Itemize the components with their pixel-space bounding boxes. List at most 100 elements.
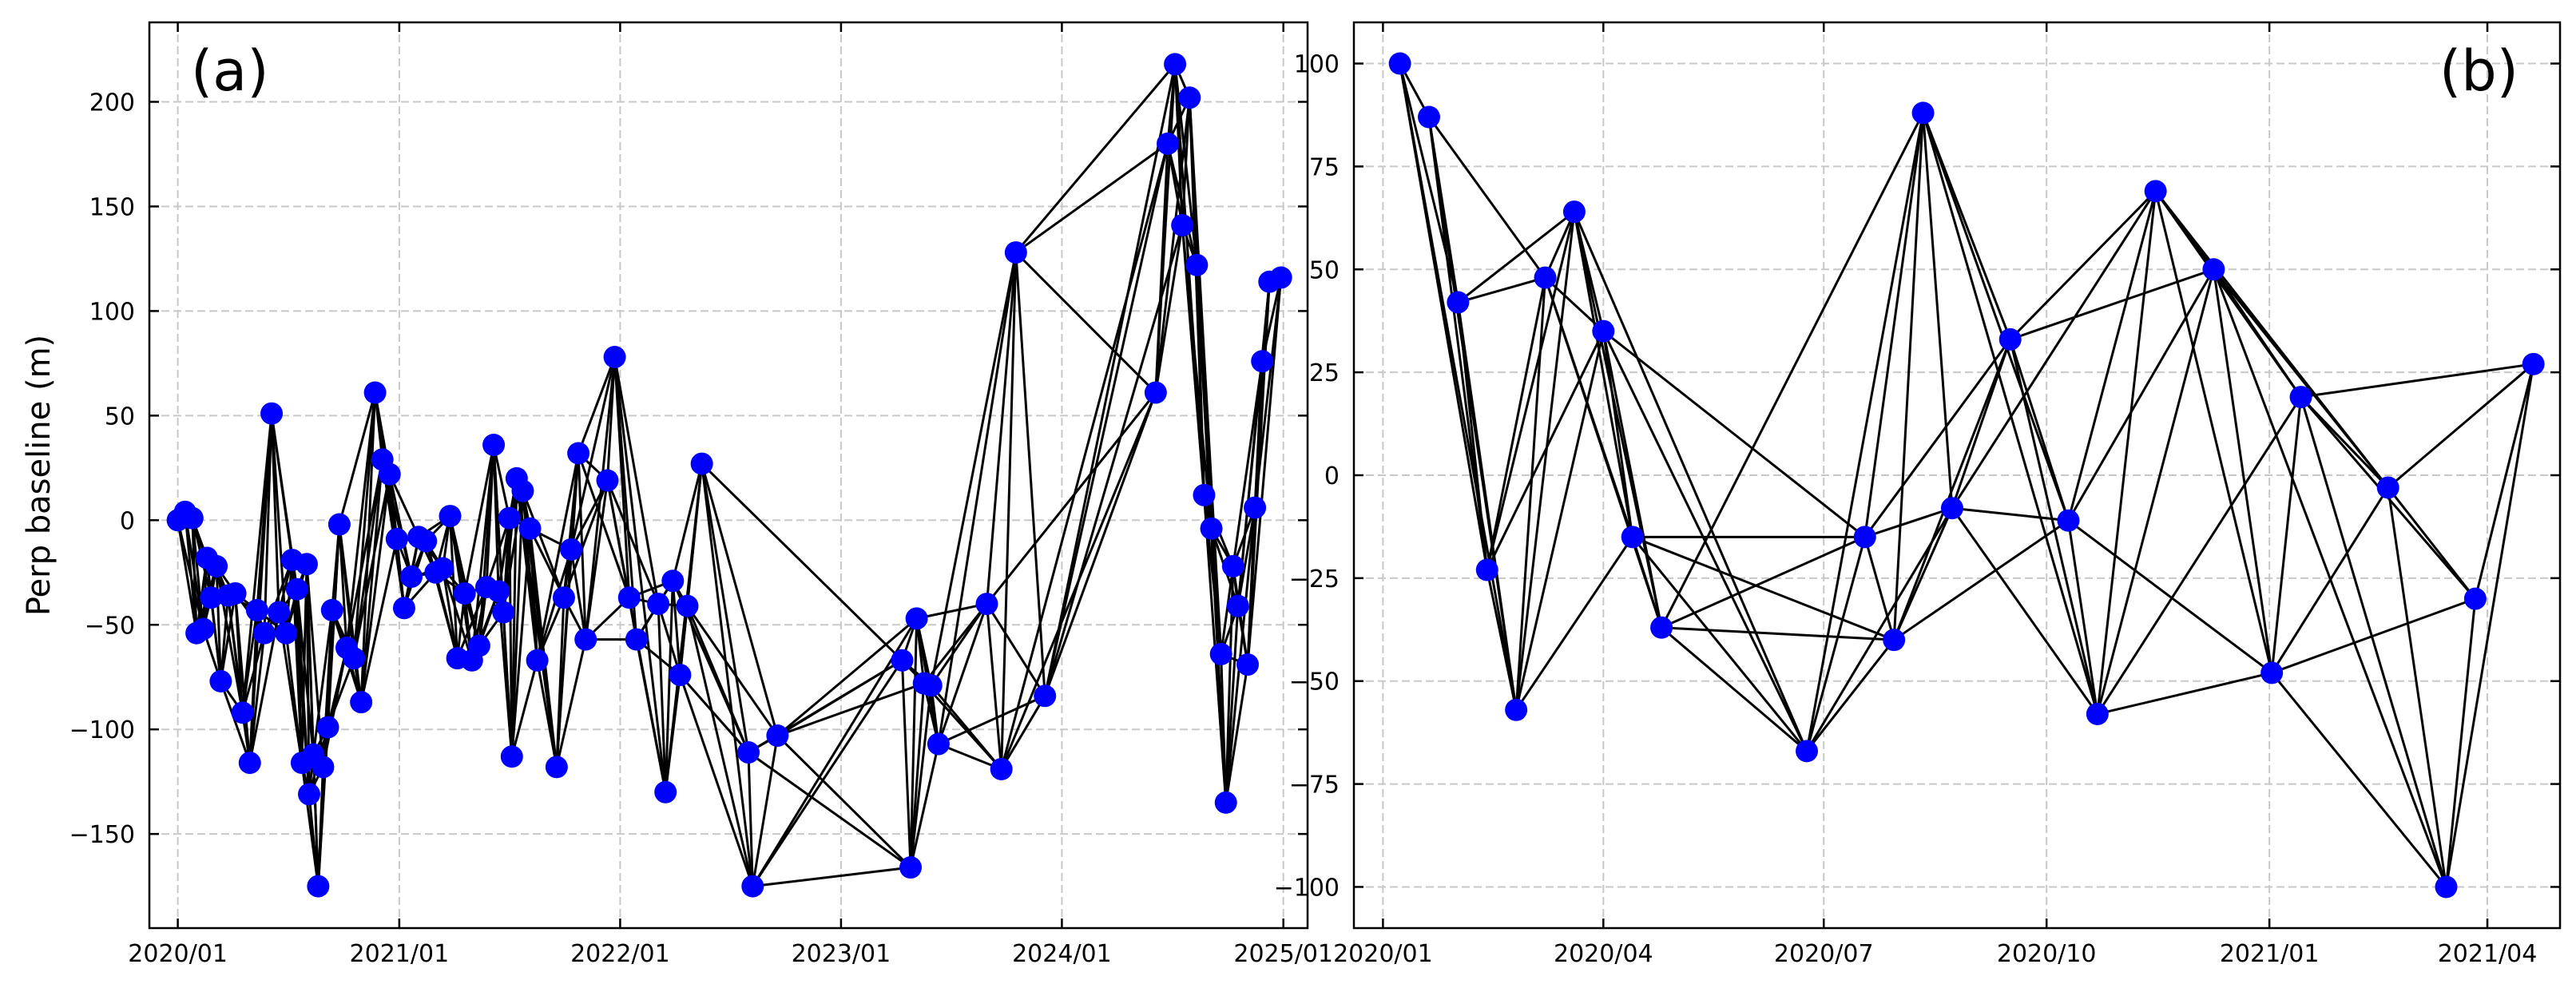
data-point (295, 553, 318, 576)
pair-line (1922, 112, 2099, 715)
pair-line (2097, 671, 2272, 716)
pair-line (900, 660, 912, 868)
y-tick-label: 25 (1309, 359, 1340, 387)
data-point (1883, 629, 1906, 652)
x-tick-label: 2020/01 (1333, 940, 1433, 968)
pair-line (752, 866, 911, 888)
y-tick-label: 75 (1309, 153, 1340, 181)
data-point (2463, 587, 2487, 610)
pair-line (2271, 672, 2447, 888)
data-point (400, 565, 423, 589)
data-point (2435, 875, 2458, 899)
pair-line (1602, 331, 1663, 629)
x-tick-label: 2022/01 (570, 940, 670, 968)
pair-line (985, 603, 1003, 770)
pair-line (1000, 252, 1018, 770)
pair-line (570, 453, 580, 550)
pair-line (1456, 302, 1489, 570)
data-point (482, 434, 506, 457)
x-tick-label: 2020/01 (128, 940, 228, 968)
pair-line (2067, 268, 2215, 522)
pair-line (1014, 252, 1046, 696)
pair-line (449, 515, 459, 659)
pair-line (909, 618, 919, 868)
pair-line (345, 392, 377, 649)
pair-line (2213, 268, 2302, 398)
x-tick-label: 2020/07 (1774, 940, 1874, 968)
data-point (661, 569, 685, 593)
pair-line (776, 617, 918, 737)
pair-line (1893, 519, 2070, 641)
pair-line (1246, 277, 1283, 665)
data-point (990, 757, 1013, 780)
data-point (737, 741, 760, 764)
data-point (285, 577, 308, 601)
pair-line (2096, 268, 2215, 715)
data-point (1144, 381, 1167, 404)
pair-line (1922, 113, 1954, 509)
data-point (492, 601, 515, 624)
pair-line (986, 391, 1157, 605)
x-tick-label: 2025/01 (1233, 940, 1333, 968)
pair-line (1260, 281, 1271, 362)
pair-line (1864, 113, 1925, 538)
pair-line (2300, 396, 2447, 887)
pair-line (577, 453, 631, 598)
pair-line (909, 685, 933, 868)
pair-line (529, 528, 539, 661)
data-point (231, 701, 254, 724)
pair-line (1181, 97, 1191, 226)
pair-line (359, 538, 399, 703)
pair-line (1922, 112, 2070, 522)
data-point (2057, 509, 2080, 532)
data-point (378, 462, 401, 486)
pair-line (1224, 605, 1240, 803)
data-point (1209, 642, 1232, 665)
pair-line (327, 657, 355, 728)
data-point (1236, 653, 1259, 677)
pair-line (577, 453, 587, 640)
data-point (669, 664, 692, 687)
data-point (1650, 616, 1673, 639)
x-tick-label: 2020/10 (1997, 940, 2097, 968)
data-point (392, 597, 415, 620)
data-point (2260, 661, 2284, 684)
pair-line (679, 674, 750, 754)
data-point (1562, 200, 1586, 224)
pair-line (1514, 331, 1605, 711)
data-point (1269, 266, 1292, 289)
data-point (1214, 791, 1237, 814)
data-point (467, 634, 490, 657)
data-point (431, 557, 454, 580)
pair-line (1000, 695, 1046, 770)
pair-line (1043, 392, 1157, 696)
pair-line (930, 684, 1002, 770)
pair-line (1602, 330, 1866, 538)
pair-line (1181, 224, 1213, 529)
data-point (2202, 258, 2225, 281)
pair-line (685, 463, 704, 606)
pair-line (938, 743, 1002, 771)
data-point (327, 513, 351, 536)
y-ticks-b: −100 −75 −50 −25 0 25 50 75 100 (1274, 51, 2560, 902)
data-point (2289, 386, 2312, 409)
pair-line (751, 735, 779, 887)
pair-line (930, 252, 1018, 686)
pair-line (434, 572, 459, 659)
pair-line (2474, 363, 2535, 599)
pair-line (536, 453, 580, 661)
pair-line (1544, 211, 1576, 279)
data-point (298, 783, 320, 806)
pair-line (1399, 63, 1518, 711)
pair-line (1631, 536, 1808, 752)
y-tick-label: 0 (120, 507, 135, 535)
axes-frame-a (148, 21, 1309, 930)
pair-line (529, 528, 566, 598)
pair-line (1154, 224, 1184, 393)
pair-line (1864, 506, 1953, 538)
data-point (1244, 496, 1267, 519)
pair-line (937, 603, 988, 745)
data-point (1621, 526, 1644, 549)
pair-line (219, 593, 237, 682)
pair-line (671, 463, 704, 581)
